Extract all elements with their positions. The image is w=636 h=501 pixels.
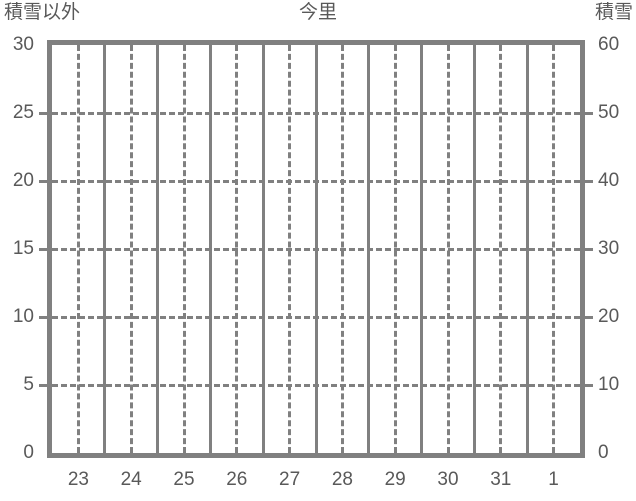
y-axis-label-right: 30 — [598, 238, 620, 259]
y-axis-label-right: 60 — [598, 34, 620, 55]
x-axis-label: 28 — [331, 469, 353, 490]
horizontal-gridline — [52, 315, 580, 319]
y-axis-label-left: 20 — [12, 170, 34, 191]
y-tick-left — [39, 383, 47, 387]
x-axis-label: 25 — [173, 469, 195, 490]
y-axis-label-right: 40 — [598, 170, 620, 191]
horizontal-gridline — [52, 111, 580, 115]
horizontal-gridline — [52, 247, 580, 251]
y-axis-label-right: 20 — [598, 306, 620, 327]
y-tick-right — [585, 247, 593, 251]
y-axis-label-right: 10 — [598, 374, 620, 395]
x-axis-label: 29 — [384, 469, 406, 490]
y-axis-label-right: 0 — [598, 442, 609, 463]
y-axis-label-left: 5 — [23, 374, 34, 395]
chart-title: 今里 — [298, 2, 337, 23]
right-axis-title: 積雪 — [594, 2, 633, 23]
y-tick-left — [39, 315, 47, 319]
y-tick-right — [585, 111, 593, 115]
y-axis-label-left: 0 — [23, 442, 34, 463]
y-axis-label-left: 25 — [12, 102, 34, 123]
y-tick-right — [585, 315, 593, 319]
y-tick-right — [585, 383, 593, 387]
y-tick-left — [39, 179, 47, 183]
y-axis-label-right: 50 — [598, 102, 620, 123]
x-axis-label: 26 — [226, 469, 248, 490]
horizontal-gridline — [52, 383, 580, 387]
y-tick-right — [585, 179, 593, 183]
x-axis-label: 30 — [437, 469, 459, 490]
plot-gridlines — [52, 45, 580, 453]
y-axis-label-left: 10 — [12, 306, 34, 327]
x-axis-label: 24 — [120, 469, 142, 490]
x-axis-label: 27 — [279, 469, 301, 490]
x-axis-label: 23 — [67, 469, 89, 490]
y-axis-label-left: 30 — [12, 34, 34, 55]
y-tick-left — [39, 247, 47, 251]
x-axis-label: 31 — [490, 469, 512, 490]
x-axis-label: 1 — [548, 469, 559, 490]
y-tick-left — [39, 111, 47, 115]
y-axis-label-left: 15 — [12, 238, 34, 259]
plot-area — [47, 40, 585, 458]
left-axis-title: 積雪以外 — [4, 2, 81, 23]
horizontal-gridline — [52, 179, 580, 183]
